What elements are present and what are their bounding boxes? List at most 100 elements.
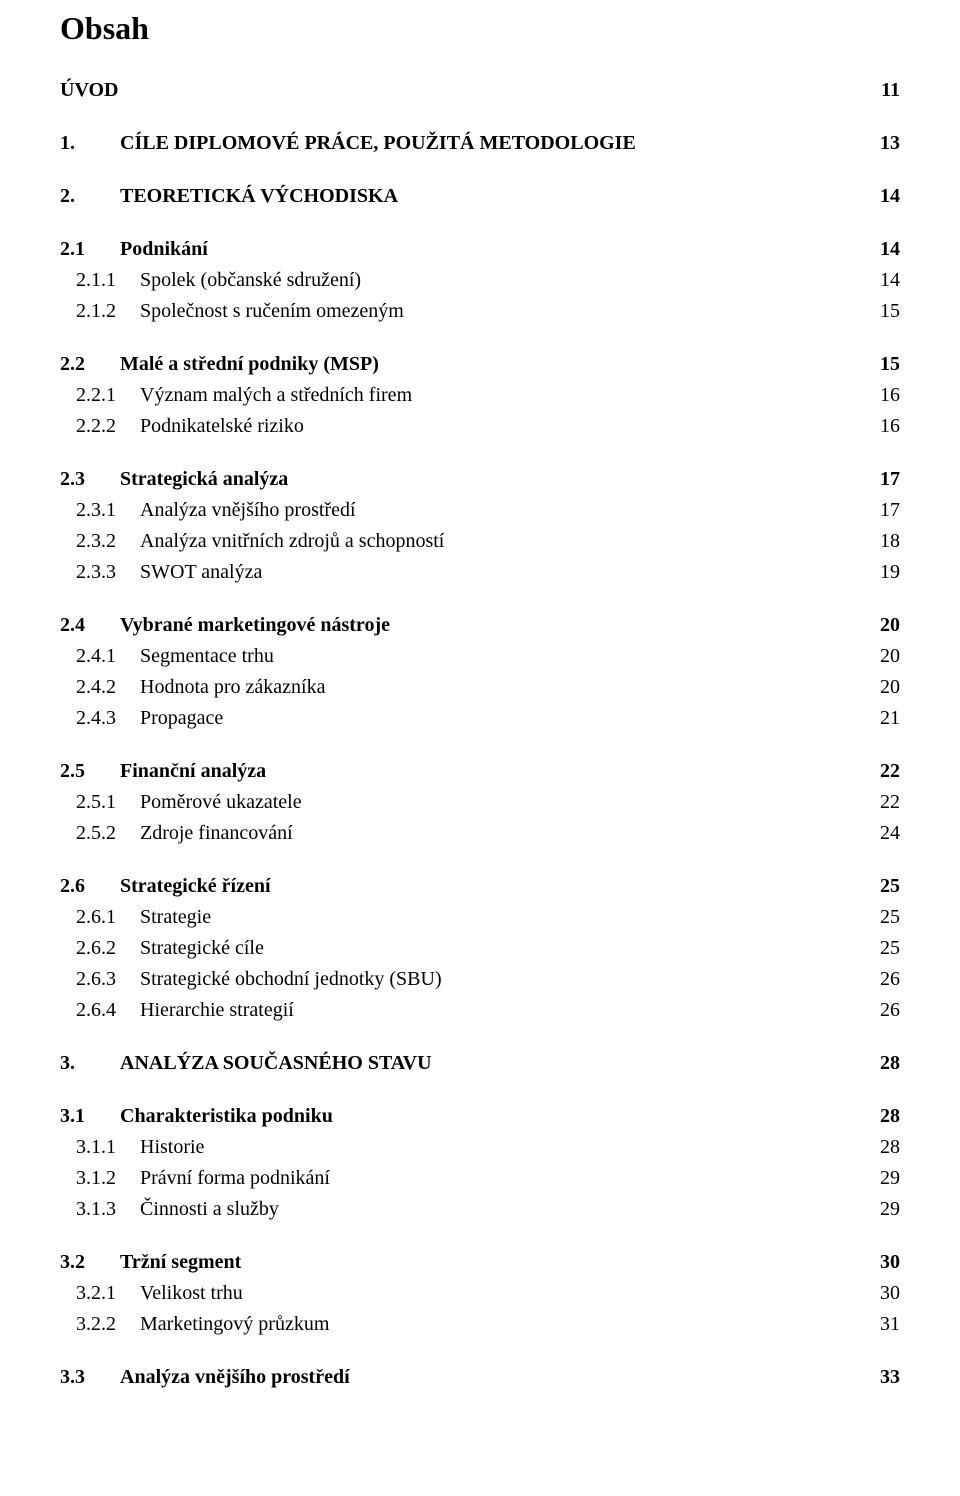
toc-entry-label: 2.1Podnikání: [60, 234, 208, 265]
toc-entry-page: 19: [874, 557, 900, 588]
toc-entry-page: 30: [874, 1278, 900, 1309]
toc-entry-label: 3.1.3Činnosti a služby: [76, 1194, 279, 1225]
toc-entry-page: 20: [874, 610, 900, 641]
toc-group-gap: [60, 849, 900, 871]
toc-entry-number: 2.6.4: [76, 995, 140, 1026]
toc-group-gap: [60, 327, 900, 349]
toc-entry-number: 2.6.1: [76, 902, 140, 933]
toc-entry-text: Historie: [140, 1136, 204, 1158]
toc-entry-page: 15: [874, 349, 900, 380]
toc-group-gap: [60, 442, 900, 464]
toc-entry-text: Poměrové ukazatele: [140, 791, 302, 813]
toc-group-gap: [60, 212, 900, 234]
toc-entry: 3.1.1Historie 28: [60, 1132, 900, 1163]
toc-entry-number: 3.1.3: [76, 1194, 140, 1225]
toc-entry-label: 3.2Tržní segment: [60, 1247, 241, 1278]
toc-entry-text: Právní forma podnikání: [140, 1167, 330, 1189]
toc-entry-page: 13: [874, 128, 900, 159]
toc-entry: 2.3.1Analýza vnějšího prostředí 17: [60, 495, 900, 526]
toc-entry-number: 2.6.3: [76, 964, 140, 995]
toc-group-gap: [60, 734, 900, 756]
toc-entry-page: 25: [874, 933, 900, 964]
toc-entry: 2.6.2Strategické cíle25: [60, 933, 900, 964]
toc-entry: 2.4.3Propagace21: [60, 703, 900, 734]
toc-entry-number: 3.: [60, 1048, 120, 1079]
toc-entry-label: 2.3.1Analýza vnějšího prostředí: [76, 495, 356, 526]
toc-entry: 2.TEORETICKÁ VÝCHODISKA14: [60, 181, 900, 212]
toc-entry-page: 30: [874, 1247, 900, 1278]
toc-entry-text: Podnikání: [120, 238, 208, 260]
toc-entry-page: 28: [874, 1101, 900, 1132]
toc-entry-text: Analýza vnějšího prostředí: [140, 499, 356, 521]
toc-entry-label: 3.2.1Velikost trhu: [76, 1278, 243, 1309]
toc-entry-page: 28: [874, 1132, 900, 1163]
toc-entry-number: 2.3: [60, 464, 120, 495]
toc-entry-label: 2.4.3Propagace: [76, 703, 223, 734]
toc-entry-number: 3.2: [60, 1247, 120, 1278]
toc-entry-page: 16: [874, 411, 900, 442]
toc-entry-page: 14: [874, 234, 900, 265]
toc-entry-text: Podnikatelské riziko: [140, 415, 304, 437]
toc-entry: 3.ANALÝZA SOUČASNÉHO STAVU 28: [60, 1048, 900, 1079]
toc-entry: 2.4.2Hodnota pro zákazníka20: [60, 672, 900, 703]
toc-entry-number: 2.3.2: [76, 526, 140, 557]
toc-entry-page: 18: [874, 526, 900, 557]
toc-entry-text: Hodnota pro zákazníka: [140, 676, 325, 698]
toc-entry-number: 3.3: [60, 1362, 120, 1393]
toc-entry-number: 3.1.2: [76, 1163, 140, 1194]
toc-entry-page: 26: [874, 964, 900, 995]
toc-entry-page: 24: [874, 818, 900, 849]
toc-entry-page: 17: [874, 495, 900, 526]
toc-entry: 2.1Podnikání 14: [60, 234, 900, 265]
toc-entry-label: 2.6.1Strategie: [76, 902, 211, 933]
toc-entry-number: 2.6.2: [76, 933, 140, 964]
toc-entry-page: 25: [874, 871, 900, 902]
toc-list: ÚVOD11 1.CÍLE DIPLOMOVÉ PRÁCE, POUŽITÁ ME…: [60, 75, 900, 1393]
toc-entry: 2.6.3Strategické obchodní jednotky (SBU)…: [60, 964, 900, 995]
toc-entry-number: 2.3.1: [76, 495, 140, 526]
toc-entry-number: 2.4.1: [76, 641, 140, 672]
toc-entry-label: 2.4.2Hodnota pro zákazníka: [76, 672, 325, 703]
toc-entry-label: 2.3Strategická analýza: [60, 464, 288, 495]
toc-group-gap: [60, 159, 900, 181]
toc-entry: 2.5.1Poměrové ukazatele 22: [60, 787, 900, 818]
toc-entry-number: 3.2.2: [76, 1309, 140, 1340]
toc-entry-label: 2.5.2Zdroje financování: [76, 818, 293, 849]
toc-entry-text: Spolek (občanské sdružení): [140, 269, 361, 291]
toc-entry-page: 22: [874, 787, 900, 818]
toc-entry-label: 2.6.4Hierarchie strategií: [76, 995, 294, 1026]
toc-entry-number: 2.5.1: [76, 787, 140, 818]
toc-entry: 2.6Strategické řízení25: [60, 871, 900, 902]
toc-entry-number: 2.2.1: [76, 380, 140, 411]
toc-entry-number: 3.1.1: [76, 1132, 140, 1163]
toc-entry: 3.2.2Marketingový průzkum31: [60, 1309, 900, 1340]
toc-group-gap: [60, 588, 900, 610]
toc-entry-text: Význam malých a středních firem: [140, 384, 412, 406]
toc-entry-text: Činnosti a služby: [140, 1198, 279, 1220]
toc-entry-text: TEORETICKÁ VÝCHODISKA: [120, 185, 398, 207]
toc-entry-text: Strategická analýza: [120, 468, 288, 490]
toc-entry: ÚVOD11: [60, 75, 900, 106]
page: Obsah ÚVOD111.CÍLE DIPLOMOVÉ PRÁCE, POUŽ…: [0, 0, 960, 1496]
toc-entry: 3.3Analýza vnějšího prostředí33: [60, 1362, 900, 1393]
toc-entry-text: Zdroje financování: [140, 822, 293, 844]
toc-entry: 3.2Tržní segment 30: [60, 1247, 900, 1278]
toc-entry-label: 2.6.3Strategické obchodní jednotky (SBU): [76, 964, 442, 995]
toc-entry-label: 2.5.1Poměrové ukazatele: [76, 787, 302, 818]
toc-entry-page: 28: [874, 1048, 900, 1079]
toc-entry-text: ÚVOD: [60, 79, 119, 101]
toc-entry: 2.4.1Segmentace trhu20: [60, 641, 900, 672]
toc-entry-number: 3.1: [60, 1101, 120, 1132]
toc-entry-page: 26: [874, 995, 900, 1026]
toc-entry-label: 3.1.1Historie: [76, 1132, 204, 1163]
toc-entry: 3.1.2Právní forma podnikání29: [60, 1163, 900, 1194]
toc-entry-text: ANALÝZA SOUČASNÉHO STAVU: [120, 1052, 432, 1074]
toc-entry-text: Tržní segment: [120, 1251, 241, 1273]
toc-entry-text: Analýza vnějšího prostředí: [120, 1366, 350, 1388]
toc-entry-page: 17: [874, 464, 900, 495]
toc-entry-page: 22: [874, 756, 900, 787]
toc-entry-text: Segmentace trhu: [140, 645, 274, 667]
toc-group-gap: [60, 1225, 900, 1247]
toc-entry-text: Hierarchie strategií: [140, 999, 294, 1021]
toc-entry: 1.CÍLE DIPLOMOVÉ PRÁCE, POUŽITÁ METODOLO…: [60, 128, 900, 159]
